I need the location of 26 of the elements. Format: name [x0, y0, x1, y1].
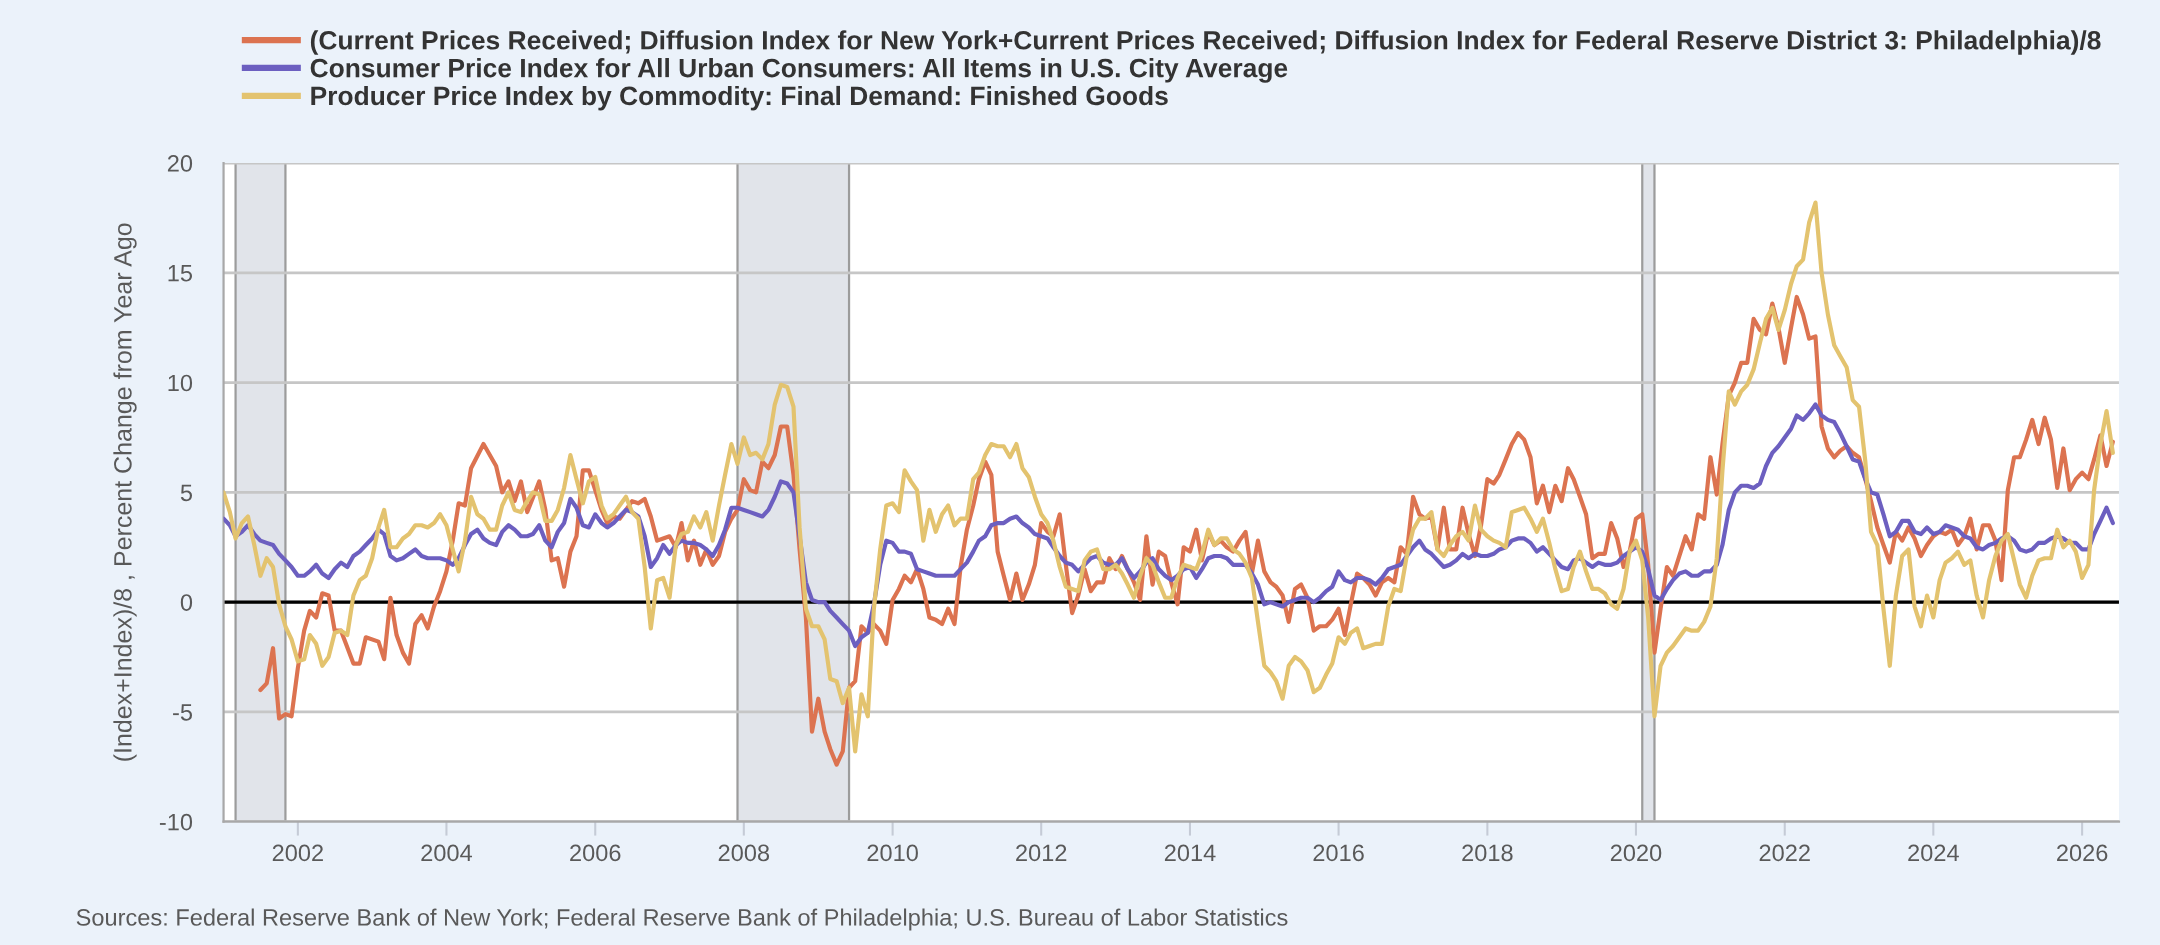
- y-tick-label: 5: [180, 484, 193, 502]
- y-tick-label: 0: [180, 594, 193, 611]
- x-tick-label: 2022: [1759, 844, 1810, 862]
- x-tick-label: 2026: [2057, 844, 2108, 862]
- x-tick-label: 2006: [570, 844, 621, 862]
- x-tick-label: 2004: [421, 844, 473, 862]
- x-tick-label: 2008: [718, 844, 770, 862]
- y-tick-label: 15: [168, 265, 193, 282]
- y-axis-title: (Index+Index)/8 , Percent Change from Year Ago: [113, 223, 137, 761]
- x-tick-label: 2016: [1313, 844, 1364, 862]
- x-tick-label: 2014: [1164, 844, 1216, 862]
- x-tick-label: 2012: [1016, 844, 1067, 862]
- source-note: Sources: Federal Reserve Bank of New York; Federal Reserve Bank of Philadelphia; U.S. Bureau of Labor Statistics: [76, 908, 1288, 931]
- x-tick-label: 2018: [1462, 844, 1513, 862]
- legend-label: (Current Prices Received; Diffusion Index for New York+Current Prices Received; Diffusion Index for Federal Reserve District 3: Philadelphia)/8: [310, 30, 2101, 55]
- y-tick-label: -5: [173, 704, 193, 721]
- legend-label: Producer Price Index by Commodity: Final Demand: Finished Goods: [311, 85, 1168, 111]
- x-tick-label: 2010: [867, 844, 918, 862]
- x-tick-label: 2024: [1908, 844, 1959, 862]
- legend-label: Consumer Price Index for All Urban Consumers: All Items in U.S. City Average: [310, 58, 1288, 83]
- y-tick-label: 20: [167, 155, 193, 172]
- y-tick-label: -10: [159, 813, 193, 831]
- x-tick-label: 2002: [272, 844, 323, 862]
- y-tick-label: 10: [168, 374, 193, 392]
- x-tick-label: 2020: [1610, 844, 1662, 862]
- line-series: [223, 200, 2115, 754]
